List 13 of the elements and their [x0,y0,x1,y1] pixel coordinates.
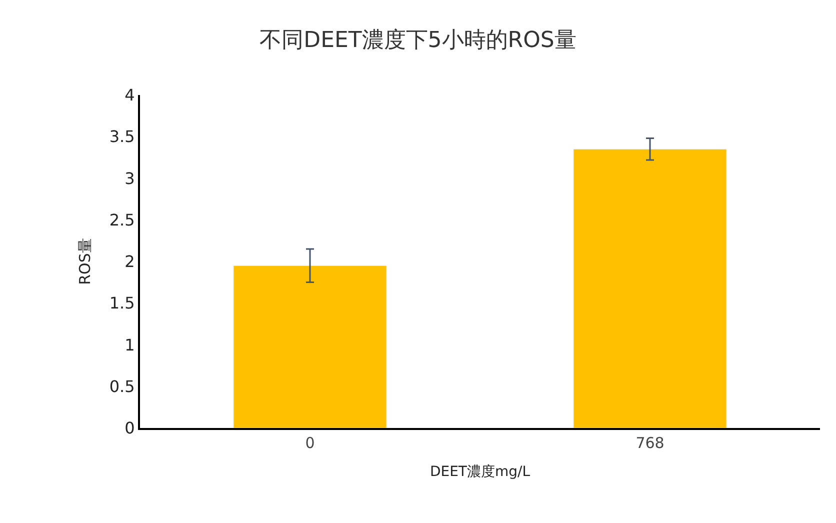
chart-title: 不同DEET濃度下5小時的ROS量 [260,28,576,53]
y-tick-label: 0 [124,418,135,438]
y-tick-label: 1.5 [109,294,135,313]
x-axis-title: DEET濃度mg/L [430,464,530,480]
y-tick-label: 2 [124,252,135,272]
y-tick-label: 0.5 [109,376,135,396]
y-tick-label: 1 [124,335,135,354]
y-tick-label: 2.5 [109,210,135,230]
y-tick-label: 3.5 [109,127,135,146]
y-tick-label: 3 [124,168,135,188]
y-axis-title: ROS量 [76,238,94,285]
x-tick-label: 768 [636,434,664,452]
y-tick-label: 4 [124,86,135,105]
